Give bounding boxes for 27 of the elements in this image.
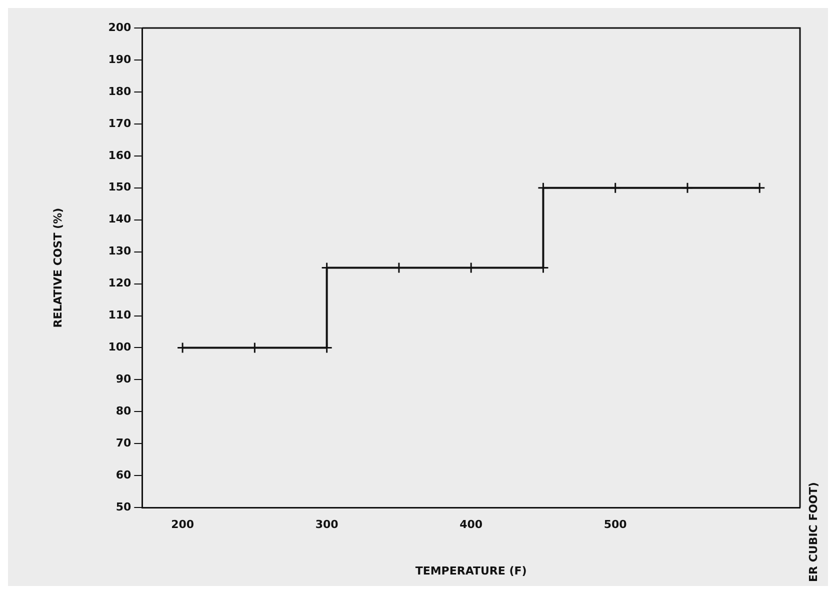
y-tick-label: 130 [108,244,132,258]
text: ER CUBIC FOOT) [806,482,820,582]
y-tick-label: 160 [108,148,132,162]
y-tick-label: 90 [116,372,132,386]
x-tick-label: 400 [460,518,483,532]
x-tick-label: 500 [604,518,628,532]
y-tick-label: 120 [108,276,132,290]
y-tick-label: 150 [108,180,132,194]
y-tick-label: 100 [108,340,132,354]
point [610,182,622,194]
x-axis-title: TEMPERATURE (F) [415,564,527,578]
point [682,182,694,194]
y-tick-label: 200 [108,20,132,34]
point [537,182,549,194]
x-tick-label: 200 [171,518,194,532]
y-tick-label: 180 [108,84,132,98]
y-tick-label: 70 [116,436,132,450]
y-tick-label: 140 [108,212,132,226]
y-axis-title: RELATIVE COST (%) [51,208,64,328]
x-tick-label: 300 [315,518,339,532]
y-tick-label: 170 [108,116,132,130]
y-tick-label: 60 [116,468,132,482]
y-tick-label: 190 [108,52,132,66]
y-tick-label: 50 [116,500,132,514]
y-tick-label: 110 [108,308,132,322]
y-tick-label: 80 [116,404,132,418]
point [754,182,766,194]
